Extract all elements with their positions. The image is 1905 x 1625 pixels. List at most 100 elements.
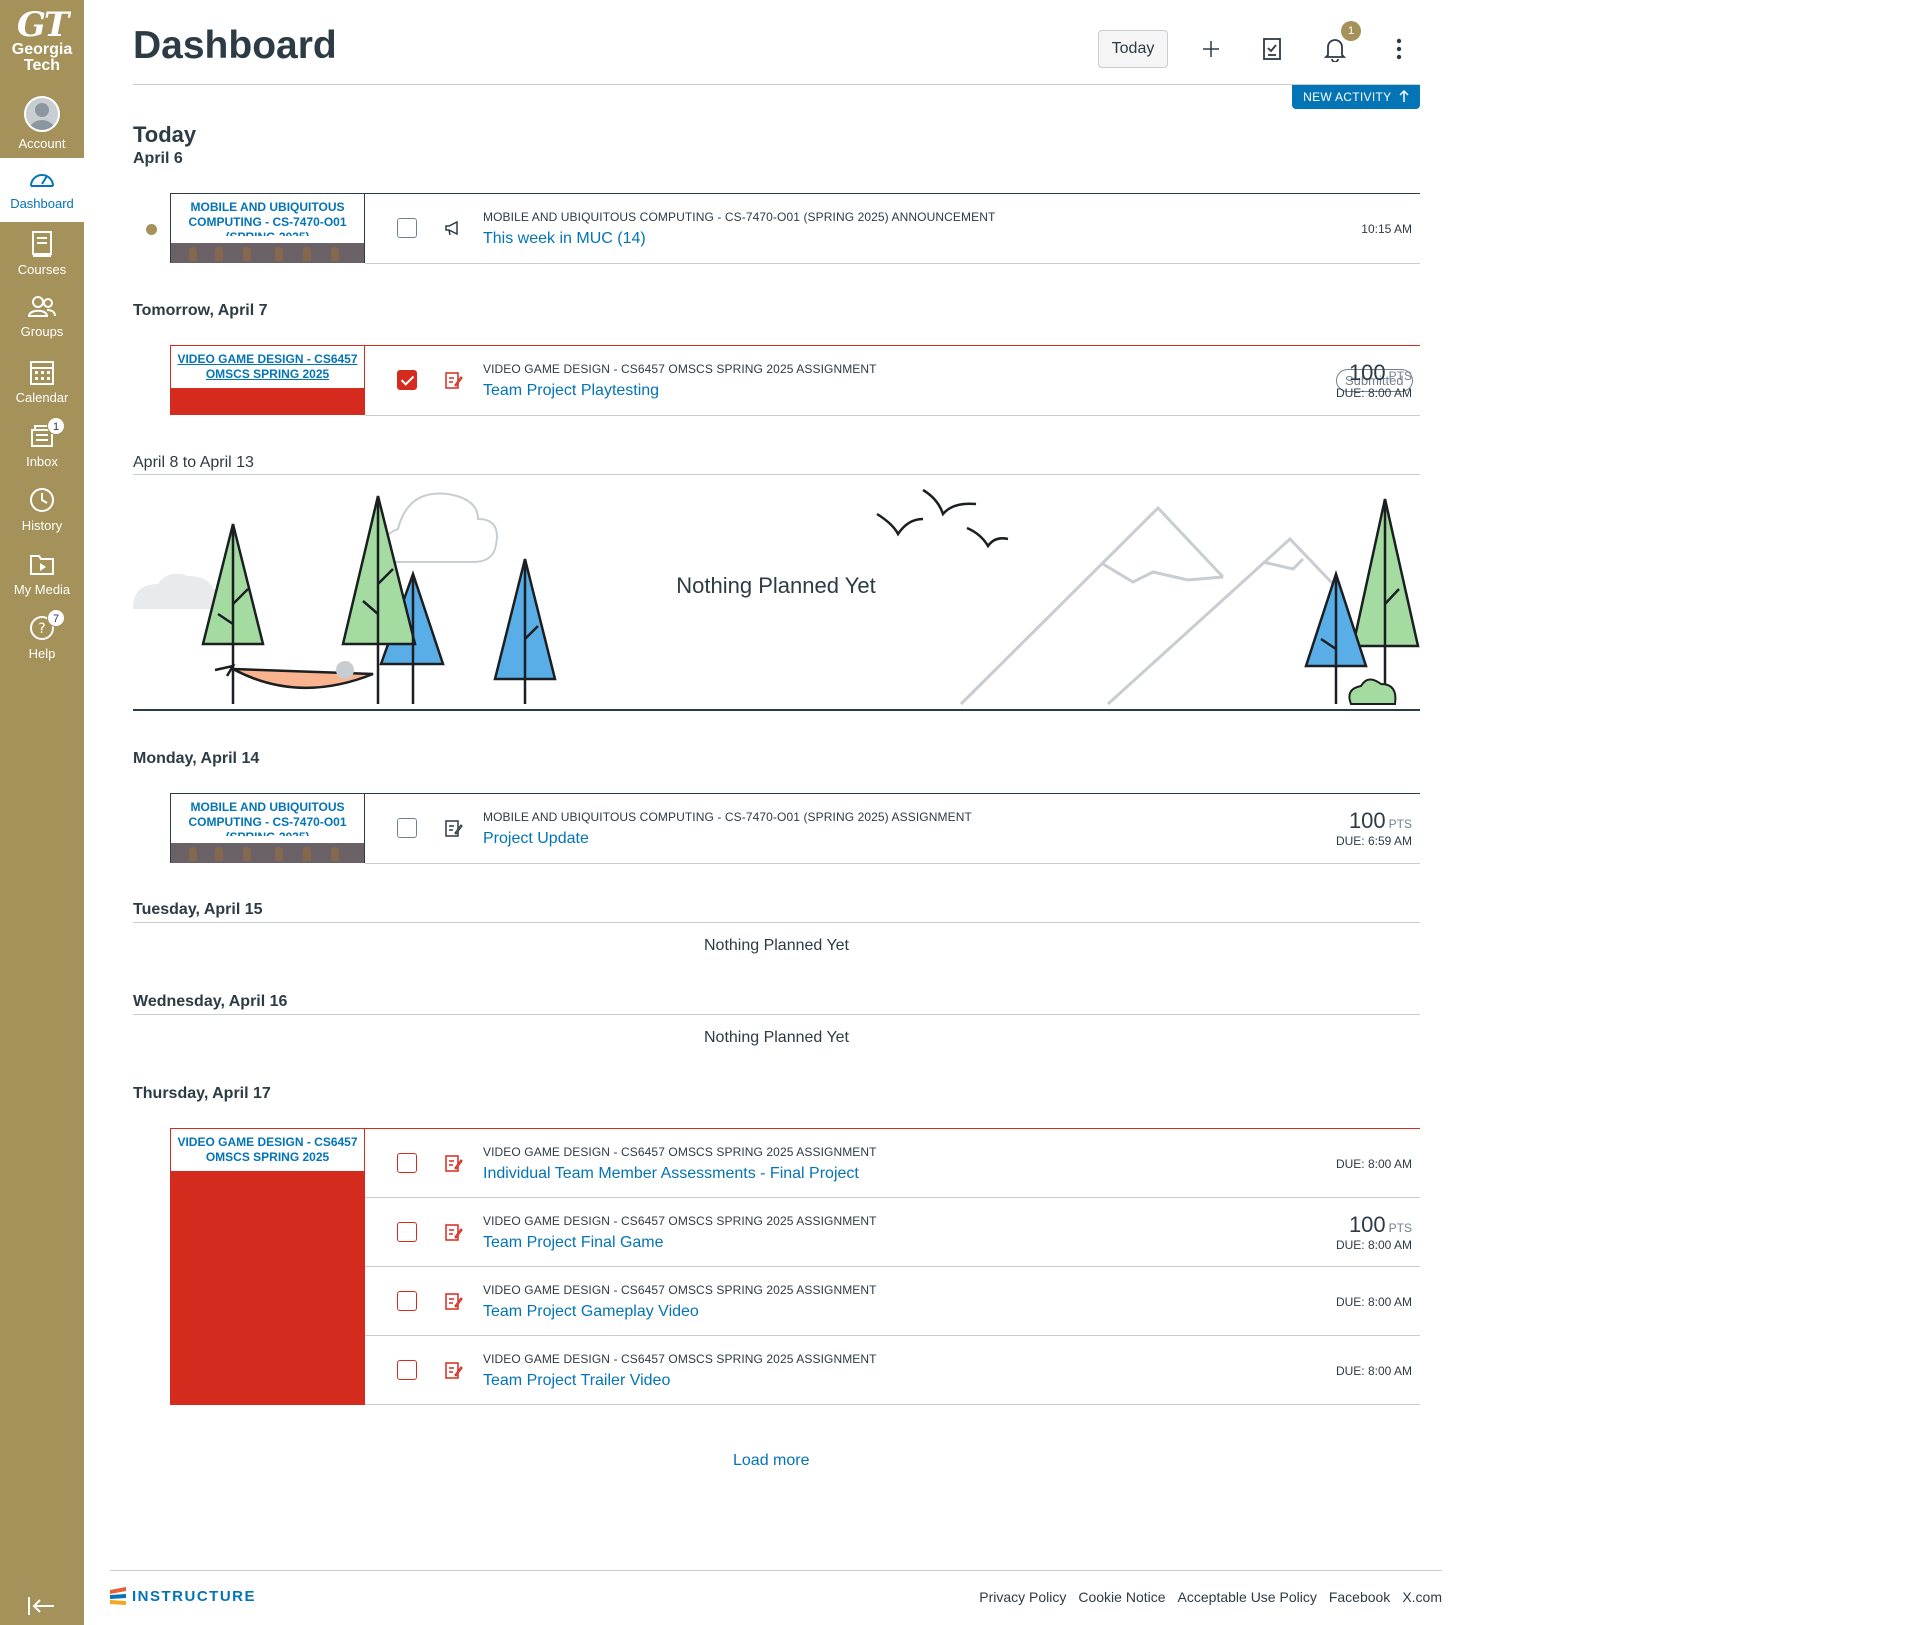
show-completed-button[interactable] bbox=[1257, 34, 1287, 64]
due-time: DUE: 8:00 AM bbox=[1335, 1295, 1412, 1309]
day-divider bbox=[133, 922, 1420, 923]
collapse-arrow-icon bbox=[28, 1597, 54, 1615]
nav-label: History bbox=[21, 518, 63, 533]
course-card-muc[interactable]: MOBILE AND UBIQUITOUS COMPUTING - CS-747… bbox=[170, 793, 365, 863]
nothing-planned-illustration bbox=[133, 488, 1420, 706]
courses-icon bbox=[32, 231, 52, 257]
course-group-vgd-apr17: VIDEO GAME DESIGN - CS6457 OMSCS SPRING … bbox=[170, 1128, 1420, 1405]
range-divider bbox=[133, 474, 1420, 475]
bell-icon bbox=[1323, 39, 1347, 62]
item-title-link[interactable]: Team Project Final Game bbox=[483, 1234, 664, 1251]
item-course-meta: MOBILE AND UBIQUITOUS COMPUTING - CS-747… bbox=[483, 210, 996, 224]
assignment-icon bbox=[445, 1293, 463, 1310]
help-badge: 7 bbox=[47, 609, 65, 627]
points-label: PTS bbox=[1388, 817, 1412, 831]
header-divider bbox=[133, 84, 1420, 85]
item-points-due: 100 PTS DUE: 8:00 AM bbox=[1336, 360, 1412, 400]
footer-link-privacy[interactable]: Privacy Policy bbox=[979, 1589, 1067, 1605]
item-title-link[interactable]: Team Project Gameplay Video bbox=[483, 1303, 699, 1320]
announcement-icon bbox=[445, 220, 458, 236]
item-course-meta: VIDEO GAME DESIGN - CS6457 OMSCS SPRING … bbox=[483, 1352, 877, 1366]
footer-link-x[interactable]: X.com bbox=[1402, 1589, 1442, 1605]
nav-item-groups[interactable]: Groups bbox=[0, 286, 84, 348]
complete-checkbox[interactable] bbox=[397, 1291, 417, 1311]
media-folder-icon bbox=[30, 555, 54, 575]
course-name[interactable]: MOBILE AND UBIQUITOUS COMPUTING - CS-747… bbox=[171, 194, 364, 236]
nav-label: Courses bbox=[17, 262, 67, 277]
new-activity-label: NEW ACTIVITY bbox=[1303, 90, 1392, 104]
help-icon: ? bbox=[30, 616, 54, 640]
due-time: DUE: 8:00 AM bbox=[1335, 1157, 1412, 1171]
groups-icon bbox=[27, 296, 56, 317]
course-card-muc[interactable]: MOBILE AND UBIQUITOUS COMPUTING - CS-747… bbox=[170, 193, 365, 263]
add-todo-button[interactable] bbox=[1196, 34, 1226, 64]
checklist-icon bbox=[1263, 38, 1281, 60]
footer-links: Privacy Policy Cookie Notice Acceptable … bbox=[979, 1589, 1442, 1605]
item-title-link[interactable]: Project Update bbox=[483, 830, 589, 847]
day-heading-apr14: Monday, April 14 bbox=[133, 750, 260, 767]
logo-line-1: Georgia bbox=[11, 41, 73, 58]
assignment-icon bbox=[445, 820, 463, 837]
items-divider bbox=[365, 863, 1420, 864]
assignment-icon bbox=[445, 1224, 463, 1241]
course-card-vgd[interactable]: VIDEO GAME DESIGN - CS6457 OMSCS SPRING … bbox=[170, 345, 365, 415]
nav-item-calendar[interactable]: Calendar bbox=[0, 350, 84, 412]
collapse-nav-button[interactable] bbox=[26, 1594, 58, 1618]
more-options-button[interactable] bbox=[1384, 34, 1414, 64]
footer-link-aup[interactable]: Acceptable Use Policy bbox=[1177, 1589, 1317, 1605]
calendar-icon bbox=[30, 361, 54, 385]
planner-item: MOBILE AND UBIQUITOUS COMPUTING - CS-747… bbox=[365, 193, 1420, 262]
day-date-today: April 6 bbox=[133, 150, 183, 167]
instructure-logo[interactable]: INSTRUCTURE bbox=[110, 1587, 256, 1605]
opportunities-button[interactable] bbox=[1320, 34, 1350, 64]
load-more-button[interactable]: Load more bbox=[733, 1452, 810, 1469]
nav-item-help[interactable]: ? 7 Help bbox=[0, 606, 84, 668]
svg-text:?: ? bbox=[38, 621, 45, 637]
day-heading-apr15: Tuesday, April 15 bbox=[133, 901, 263, 918]
complete-checkbox[interactable] bbox=[397, 1222, 417, 1242]
footer-link-cookie[interactable]: Cookie Notice bbox=[1078, 1589, 1166, 1605]
complete-checkbox[interactable] bbox=[397, 1360, 417, 1380]
item-title-link[interactable]: This week in MUC (14) bbox=[483, 230, 646, 247]
item-title-link[interactable]: Team Project Trailer Video bbox=[483, 1372, 671, 1389]
complete-checkbox[interactable] bbox=[397, 818, 417, 838]
nav-item-history[interactable]: History bbox=[0, 478, 84, 540]
planner-item: MOBILE AND UBIQUITOUS COMPUTING - CS-747… bbox=[365, 793, 1420, 862]
item-title-link[interactable]: Individual Team Member Assessments - Fin… bbox=[483, 1165, 859, 1182]
today-button[interactable]: Today bbox=[1098, 30, 1168, 68]
points-value: 100 bbox=[1348, 1212, 1386, 1237]
course-name[interactable]: VIDEO GAME DESIGN - CS6457 OMSCS SPRING … bbox=[171, 1129, 364, 1171]
nav-item-my-media[interactable]: My Media bbox=[0, 542, 84, 604]
due-time: DUE: 6:59 AM bbox=[1335, 834, 1412, 848]
nav-label: Groups bbox=[20, 324, 64, 339]
course-name[interactable]: MOBILE AND UBIQUITOUS COMPUTING - CS-747… bbox=[171, 794, 364, 836]
nav-item-account[interactable]: Account bbox=[0, 88, 84, 158]
nothing-planned-text: Nothing Planned Yet bbox=[676, 573, 876, 598]
planner-item: VIDEO GAME DESIGN - CS6457 OMSCS SPRING … bbox=[365, 345, 1420, 414]
course-group-vgd-tomorrow: VIDEO GAME DESIGN - CS6457 OMSCS SPRING … bbox=[170, 345, 1420, 416]
day-heading-tomorrow: Tomorrow, April 7 bbox=[133, 302, 268, 319]
kebab-menu-icon bbox=[1396, 38, 1402, 60]
course-card-vgd[interactable]: VIDEO GAME DESIGN - CS6457 OMSCS SPRING … bbox=[170, 1128, 365, 1405]
nav-item-inbox[interactable]: 1 Inbox bbox=[0, 414, 84, 476]
items-divider bbox=[365, 415, 1420, 416]
item-course-meta: VIDEO GAME DESIGN - CS6457 OMSCS SPRING … bbox=[483, 1283, 877, 1297]
nav-item-dashboard[interactable]: Dashboard bbox=[0, 158, 84, 222]
nav-label: Dashboard bbox=[10, 196, 74, 211]
complete-checkbox[interactable] bbox=[397, 218, 417, 238]
instructure-text: INSTRUCTURE bbox=[132, 1587, 256, 1605]
nav-label: Account bbox=[18, 136, 66, 151]
instructure-mark-icon bbox=[110, 1587, 126, 1605]
new-activity-button[interactable]: NEW ACTIVITY bbox=[1292, 85, 1420, 109]
nav-item-courses[interactable]: Courses bbox=[0, 222, 84, 284]
item-title-link[interactable]: Team Project Playtesting bbox=[483, 382, 660, 399]
items-divider bbox=[365, 1404, 1420, 1405]
assignment-icon bbox=[445, 1155, 463, 1172]
complete-checkbox[interactable] bbox=[397, 1153, 417, 1173]
complete-checkbox[interactable] bbox=[397, 370, 417, 390]
course-name[interactable]: VIDEO GAME DESIGN - CS6457 OMSCS SPRING … bbox=[171, 346, 364, 388]
georgia-tech-logo[interactable]: GT Georgia Tech bbox=[0, 0, 84, 82]
footer-link-facebook[interactable]: Facebook bbox=[1328, 1589, 1391, 1605]
range-bottom-divider bbox=[133, 709, 1420, 711]
new-item-indicator bbox=[146, 224, 157, 235]
